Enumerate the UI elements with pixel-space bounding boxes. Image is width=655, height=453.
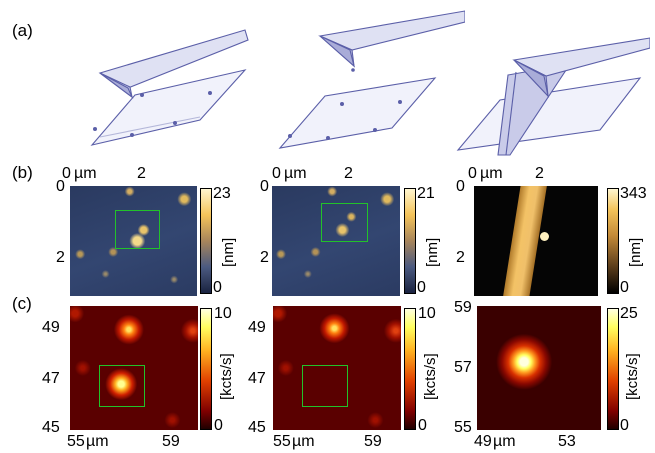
b1-cbar-max: 23 xyxy=(213,185,231,202)
colorbar-c2 xyxy=(404,308,416,430)
b1-cbar-unit: [nm] xyxy=(220,237,237,267)
b2-x-unit: µm xyxy=(284,165,307,182)
c3-cbar-min: 0 xyxy=(620,417,629,434)
c3-cbar-unit: [kcts/s] xyxy=(624,353,641,400)
b1-x-tick-0: 0 xyxy=(62,165,71,182)
b1-y-tick-0: 0 xyxy=(56,178,65,195)
colorbar-b3 xyxy=(607,188,619,294)
c1-x-unit: µm xyxy=(86,433,109,450)
c1-x-tick-55: 55 xyxy=(67,433,85,450)
b3-x-tick-0: 0 xyxy=(468,165,477,182)
c1-cbar-min: 0 xyxy=(214,417,223,434)
afm-map-1 xyxy=(70,186,197,296)
b3-cbar-unit: [nm] xyxy=(627,237,644,267)
b3-cbar-max: 343 xyxy=(620,185,647,202)
colorbar-b1 xyxy=(200,188,212,294)
b1-cbar-min: 0 xyxy=(213,279,222,296)
colorbar-c3 xyxy=(607,308,619,430)
b2-cbar-unit: [nm] xyxy=(424,237,441,267)
afm-map-3-nanowire xyxy=(474,186,598,296)
c1-cbar-unit: [kcts/s] xyxy=(218,353,235,400)
b1-x-unit: µm xyxy=(74,165,97,182)
c2-x-tick-55: 55 xyxy=(273,433,291,450)
c3-y-tick-59: 59 xyxy=(454,299,472,316)
fluorescence-map-1 xyxy=(70,306,198,430)
b3-x-unit: µm xyxy=(480,165,503,182)
c2-cbar-min: 0 xyxy=(418,417,427,434)
c1-y-tick-45: 45 xyxy=(42,419,60,436)
panel-label-a: (a) xyxy=(12,21,33,40)
roi-box-c1 xyxy=(99,365,145,407)
roi-box-c2 xyxy=(302,365,348,407)
c3-y-tick-55: 55 xyxy=(454,419,472,436)
panel-label-b: (b) xyxy=(12,163,33,182)
c1-cbar-max: 10 xyxy=(214,305,232,322)
c3-y-tick-57: 57 xyxy=(454,359,472,376)
c3-x-tick-53: 53 xyxy=(558,433,576,450)
fluorescence-map-2 xyxy=(273,306,401,430)
c2-y-tick-49: 49 xyxy=(248,319,266,336)
c2-x-unit: µm xyxy=(292,433,315,450)
sketch-afm-tip-over-particles xyxy=(90,29,249,146)
b2-y-tick-0: 0 xyxy=(260,178,269,195)
roi-box-b1 xyxy=(115,210,160,249)
b2-x-tick-2: 2 xyxy=(344,165,353,182)
b1-x-tick-2: 2 xyxy=(137,165,146,182)
c3-cbar-max: 25 xyxy=(620,305,638,322)
b3-x-tick-2: 2 xyxy=(535,165,544,182)
sketch-afm-tip-lifted xyxy=(278,10,465,149)
panel-label-c: (c) xyxy=(12,294,32,313)
b2-cbar-max: 21 xyxy=(417,185,435,202)
b3-y-tick-0: 0 xyxy=(456,178,465,195)
colorbar-c1 xyxy=(200,308,212,430)
b1-y-tick-2: 2 xyxy=(56,249,65,266)
b2-y-tick-2: 2 xyxy=(260,249,269,266)
c1-x-tick-59: 59 xyxy=(162,433,180,450)
c2-cbar-unit: [kcts/s] xyxy=(422,353,439,400)
fluorescence-map-3 xyxy=(477,306,601,430)
b3-cbar-min: 0 xyxy=(620,279,629,296)
c2-y-tick-47: 47 xyxy=(248,370,266,387)
c1-y-tick-49: 49 xyxy=(42,319,60,336)
c3-x-unit: µm xyxy=(493,433,516,450)
b3-y-tick-2: 2 xyxy=(456,249,465,266)
b2-x-tick-0: 0 xyxy=(272,165,281,182)
colorbar-b2 xyxy=(404,188,416,294)
roi-box-b2 xyxy=(321,203,368,242)
b2-cbar-min: 0 xyxy=(417,279,426,296)
c2-cbar-max: 10 xyxy=(418,305,436,322)
c3-x-tick-49: 49 xyxy=(474,433,492,450)
c2-x-tick-59: 59 xyxy=(364,433,382,450)
c2-y-tick-45: 45 xyxy=(248,419,266,436)
c1-y-tick-47: 47 xyxy=(42,370,60,387)
sketch-afm-tip-with-nanowire xyxy=(456,37,650,156)
